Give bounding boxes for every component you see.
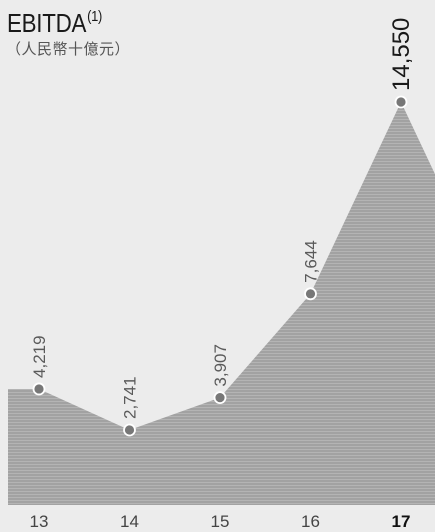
chart-title: EBITDA(1) bbox=[7, 0, 102, 40]
data-point-16 bbox=[304, 287, 317, 301]
data-point-17 bbox=[394, 95, 408, 109]
data-point-15 bbox=[213, 391, 227, 405]
value-label-16: 7,644 bbox=[302, 240, 321, 283]
data-point-14 bbox=[123, 423, 136, 437]
data-point-13 bbox=[32, 382, 46, 396]
chart-title-text: EBITDA bbox=[7, 8, 87, 38]
value-label-13: 4,219 bbox=[30, 335, 49, 378]
title-footnote: (1) bbox=[87, 8, 103, 25]
value-label-14: 2,741 bbox=[121, 376, 140, 419]
x-tick-15: 15 bbox=[211, 512, 230, 531]
x-tick-13: 13 bbox=[30, 512, 49, 531]
x-tick-17: 17 bbox=[392, 512, 411, 531]
value-label-17: 14,550 bbox=[388, 18, 415, 91]
value-label-15: 3,907 bbox=[211, 344, 230, 387]
chart-subtitle: （人民幣十億元） bbox=[6, 40, 131, 58]
x-tick-16: 16 bbox=[301, 512, 320, 531]
ebitda-area bbox=[8, 102, 435, 505]
x-tick-14: 14 bbox=[120, 512, 139, 531]
